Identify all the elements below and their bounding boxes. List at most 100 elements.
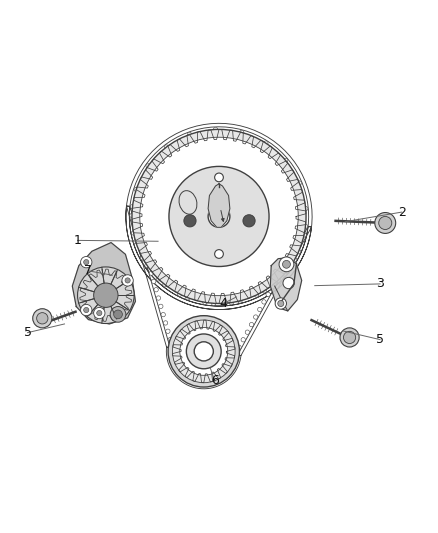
Circle shape [140, 238, 144, 242]
Circle shape [295, 239, 299, 244]
Polygon shape [208, 184, 230, 228]
Circle shape [279, 257, 294, 272]
Circle shape [177, 368, 180, 371]
Circle shape [194, 342, 213, 361]
Circle shape [132, 130, 306, 303]
Circle shape [283, 158, 288, 163]
Circle shape [114, 310, 122, 319]
Circle shape [293, 257, 297, 262]
Circle shape [270, 285, 275, 289]
Circle shape [264, 141, 268, 146]
Circle shape [229, 301, 233, 305]
Circle shape [188, 377, 191, 381]
Circle shape [135, 221, 139, 225]
Circle shape [81, 256, 92, 268]
Circle shape [241, 337, 245, 342]
Circle shape [278, 301, 284, 306]
Circle shape [173, 320, 235, 383]
Circle shape [275, 298, 286, 309]
Text: 3: 3 [376, 277, 384, 290]
Circle shape [94, 283, 118, 308]
Circle shape [164, 145, 169, 149]
Circle shape [291, 247, 295, 251]
Circle shape [186, 334, 221, 369]
Circle shape [210, 380, 213, 383]
Circle shape [140, 256, 145, 260]
Circle shape [140, 137, 298, 296]
Circle shape [169, 166, 269, 266]
Circle shape [134, 239, 138, 244]
Circle shape [181, 373, 185, 377]
Circle shape [94, 308, 105, 319]
Circle shape [262, 289, 266, 293]
Circle shape [212, 301, 216, 305]
Circle shape [299, 232, 304, 236]
Circle shape [262, 300, 266, 304]
Circle shape [145, 254, 149, 259]
Circle shape [184, 215, 196, 227]
Circle shape [287, 254, 291, 259]
Circle shape [163, 282, 167, 287]
Circle shape [171, 354, 174, 357]
Circle shape [274, 277, 279, 281]
Circle shape [156, 277, 160, 281]
Circle shape [282, 272, 286, 276]
Circle shape [208, 206, 230, 228]
Circle shape [243, 215, 255, 227]
Circle shape [142, 246, 146, 251]
Circle shape [168, 337, 173, 342]
Circle shape [131, 231, 136, 235]
Circle shape [254, 293, 259, 297]
Circle shape [168, 316, 240, 387]
Circle shape [195, 380, 198, 384]
Circle shape [154, 287, 158, 292]
Circle shape [283, 262, 287, 266]
Circle shape [203, 300, 207, 304]
Circle shape [187, 132, 192, 136]
Circle shape [122, 275, 133, 286]
Polygon shape [270, 258, 302, 311]
Circle shape [202, 381, 206, 384]
Circle shape [297, 249, 301, 254]
Circle shape [283, 277, 294, 289]
Text: 1: 1 [74, 234, 81, 247]
Circle shape [130, 213, 134, 217]
Circle shape [159, 304, 163, 309]
Circle shape [233, 353, 237, 357]
Circle shape [304, 224, 307, 229]
Circle shape [156, 296, 161, 300]
Circle shape [163, 321, 168, 325]
Ellipse shape [179, 191, 197, 214]
Circle shape [145, 263, 149, 268]
Circle shape [186, 296, 190, 300]
Circle shape [133, 213, 137, 217]
Circle shape [237, 345, 241, 350]
Circle shape [231, 360, 235, 364]
Circle shape [245, 330, 250, 334]
Circle shape [343, 332, 356, 344]
Polygon shape [72, 243, 135, 324]
Circle shape [37, 313, 48, 324]
Text: 7: 7 [85, 264, 92, 277]
Circle shape [223, 373, 226, 376]
Text: 5: 5 [376, 333, 384, 346]
Circle shape [147, 263, 151, 267]
Circle shape [379, 216, 392, 230]
Circle shape [178, 292, 182, 296]
Text: 5: 5 [24, 326, 32, 339]
Circle shape [340, 328, 359, 347]
Circle shape [134, 187, 138, 192]
Circle shape [110, 306, 126, 322]
Circle shape [78, 267, 134, 324]
Circle shape [215, 249, 223, 259]
Circle shape [215, 173, 223, 182]
Circle shape [266, 292, 270, 296]
Circle shape [146, 164, 150, 168]
Circle shape [131, 205, 134, 209]
Text: 4: 4 [219, 297, 227, 310]
Circle shape [97, 310, 102, 316]
Circle shape [238, 299, 242, 303]
Circle shape [258, 308, 262, 312]
Circle shape [152, 279, 156, 284]
Circle shape [297, 181, 301, 185]
